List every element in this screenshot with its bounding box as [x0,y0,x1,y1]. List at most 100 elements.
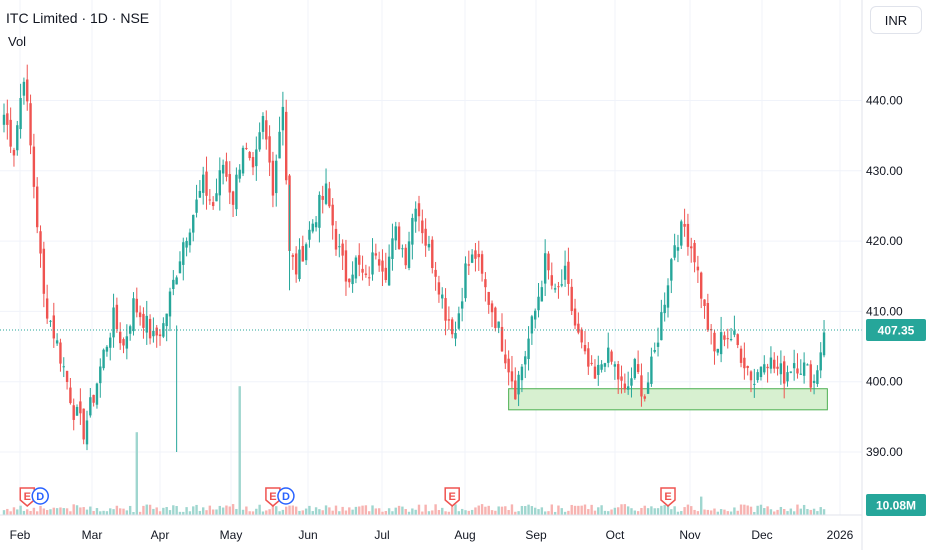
candle-body [680,221,683,246]
currency-button[interactable]: INR [870,6,922,34]
candle-body [374,253,378,256]
candle-body [241,147,245,174]
volume-bar [650,506,653,515]
volume-bar [301,510,304,515]
volume-bar [421,511,424,515]
volume-bar [407,511,411,515]
volume-bar [119,508,122,515]
volume-bar [673,506,676,515]
volume-bar [331,510,334,515]
candle-body [660,312,663,341]
volume-bar [29,511,32,515]
candle-body [663,304,666,314]
candle-body [783,361,786,384]
volume-bar [653,508,656,515]
candle-body [636,364,640,373]
candle-body [729,339,733,341]
volume-bar [324,505,328,515]
volume-bar [470,509,474,515]
candle-body [19,98,22,130]
volume-bar [524,506,527,515]
earnings-marker[interactable]: E [19,487,35,507]
symbol-title[interactable]: ITC Limited · 1D · NSE [6,10,150,26]
volume-bar [374,508,378,515]
volume-bar [690,506,693,515]
candle-body [112,307,115,338]
candle-body [145,315,148,333]
candle-body [414,208,417,222]
candle-body [454,332,457,339]
volume-bar [235,508,238,515]
candle-body [593,366,597,379]
volume-bar [620,504,623,515]
volume-bar [16,509,19,515]
candle-body [686,223,690,247]
volume-bar [162,507,165,515]
volume-bar [666,505,670,515]
candle-body [308,229,311,240]
time-axis: Feb Mar Apr May Jun Jul Aug Sep Oct Nov Dec 2026 [0,514,862,542]
candle-body [812,380,816,384]
candle-body [470,254,474,263]
volume-bar [152,508,155,515]
candle-body [361,268,364,273]
volume-bar [663,504,666,515]
candle-body [16,125,19,151]
candle-body [251,157,255,168]
volume-bar [49,509,52,515]
volume-bar [550,504,553,515]
candle-body [646,382,650,394]
candle-body [165,313,168,327]
time-tick-label: Dec [751,528,772,542]
candle-body [822,332,826,356]
time-tick-label: Oct [606,528,625,542]
volume-bar [334,505,338,515]
candle-body [427,243,431,248]
earnings-marker[interactable]: E [444,487,460,507]
volume-bar [221,507,225,515]
candle-body [142,313,145,328]
volume-bar [467,510,470,515]
volume-bar [736,510,739,515]
earnings-marker[interactable]: E [660,487,676,507]
volume-bar [696,511,700,515]
volume-bar [686,504,690,515]
volume-bar [411,508,414,515]
dividend-marker[interactable]: D [31,487,49,505]
candle-body [441,294,444,299]
volume-bar [816,511,819,515]
candle-body [494,307,497,328]
candle-body [12,149,16,156]
volume-bar [630,508,633,515]
volume-bar [534,507,537,515]
candle-body [172,279,175,290]
candle-body [407,241,411,268]
candle-body [626,386,630,390]
volume-bar [238,386,241,515]
candle-body [537,296,540,311]
candle-body [248,152,251,159]
candle-body [736,334,739,346]
volume-bar [92,511,95,515]
candle-body [467,264,470,266]
candle-body [573,308,577,326]
volume-bar [258,504,261,515]
candle-body [205,171,208,196]
volume-bar [783,509,786,515]
volume-bar [82,507,85,515]
volume-bar [344,510,348,515]
time-tick-label: Nov [679,528,700,542]
candle-body [507,358,510,373]
volume-bar [368,511,371,515]
candle-body [497,321,500,328]
earnings-marker[interactable]: E [265,487,281,507]
candle-body [314,222,318,228]
volume-bar [514,511,517,515]
candle-body [557,286,560,288]
volume-indicator-label[interactable]: Vol [8,34,27,49]
dividend-marker[interactable]: D [277,487,295,505]
candle-body [268,136,271,163]
volume-bar [723,509,726,515]
chart-grid [0,0,862,515]
